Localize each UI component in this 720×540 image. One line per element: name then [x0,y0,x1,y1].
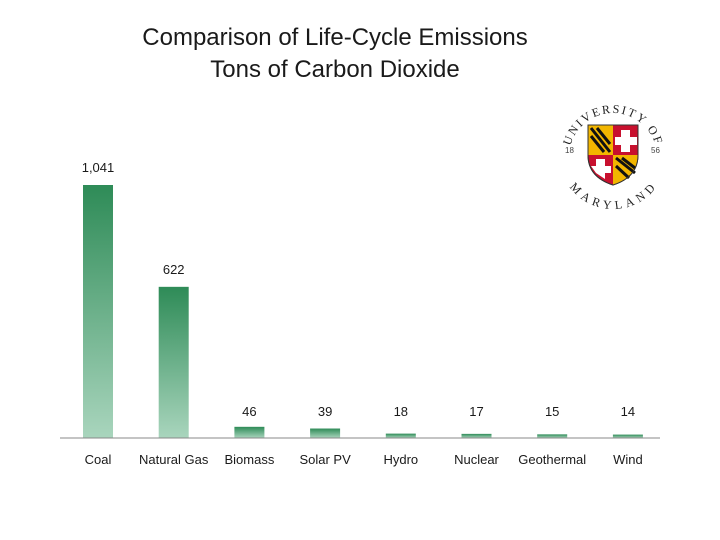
value-label-biomass: 46 [242,404,256,419]
university-of-maryland-seal: UNIVERSITY OF MARYLAND 18 56 [560,102,664,210]
seal-year-left: 18 [565,146,574,155]
seal-year-right: 56 [651,146,660,155]
bar-coal [83,185,113,438]
value-label-coal: 1,041 [82,160,115,175]
category-label-nuclear: Nuclear [454,452,499,467]
bar-natural-gas [158,286,189,438]
value-label-wind: 14 [621,404,635,419]
value-label-hydro: 18 [394,404,408,419]
bar-geothermal [537,434,568,438]
value-label-solar-pv: 39 [318,404,332,419]
bar-nuclear [461,433,492,438]
category-label-wind: Wind [613,452,643,467]
category-label-hydro: Hydro [383,452,418,467]
chart-title-block: Comparison of Life-Cycle Emissions Tons … [60,22,610,86]
maryland-shield-icon [587,124,639,186]
category-label-natural-gas: Natural Gas [139,452,209,467]
bar-solar-pv [310,428,341,438]
bar-wind [612,434,643,438]
category-label-geothermal: Geothermal [518,452,586,467]
category-label-coal: Coal [85,452,112,467]
value-label-geothermal: 15 [545,404,559,419]
chart-title: Comparison of Life-Cycle Emissions [142,24,528,51]
value-label-nuclear: 17 [469,404,483,419]
category-label-biomass: Biomass [224,452,274,467]
value-label-natural-gas: 622 [163,262,185,277]
chart-subtitle: Tons of Carbon Dioxide [210,56,460,83]
bars-group [83,185,643,438]
bar-biomass [234,426,265,438]
labels-group: 1,041 Coal 622 Natural Gas 46 Biomass 39 Solar … [82,160,643,467]
bar-hydro [385,433,416,438]
category-label-solar-pv: Solar PV [299,452,351,467]
